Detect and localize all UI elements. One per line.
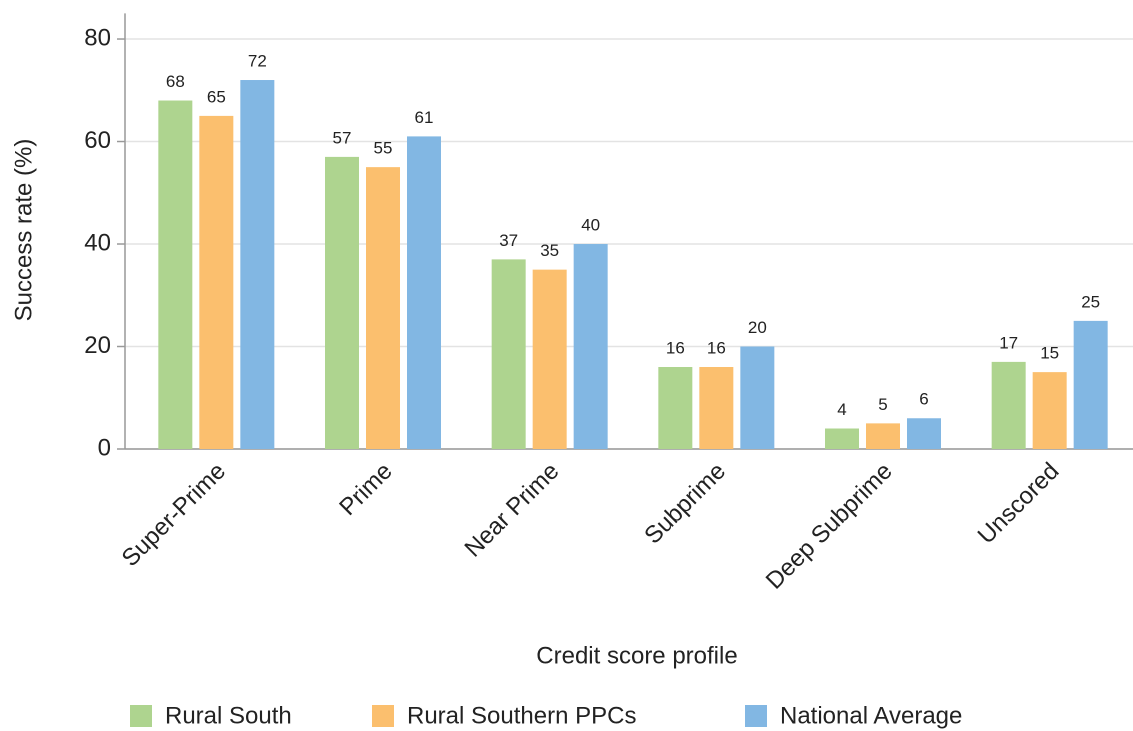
x-tick-label: Subprime xyxy=(639,458,731,550)
data-label: 55 xyxy=(374,139,393,158)
data-label: 61 xyxy=(415,108,434,127)
legend-label: Rural South xyxy=(165,702,292,729)
legend-label: National Average xyxy=(780,702,962,729)
data-label: 4 xyxy=(837,400,846,419)
y-tick-label: 40 xyxy=(84,229,111,256)
data-label: 65 xyxy=(207,87,226,106)
legend-swatch xyxy=(745,705,767,727)
bar xyxy=(366,167,400,449)
data-label: 16 xyxy=(707,338,726,357)
y-tick-label: 80 xyxy=(84,24,111,51)
data-label: 5 xyxy=(878,395,887,414)
y-tick-label: 60 xyxy=(84,127,111,154)
data-label: 17 xyxy=(999,333,1018,352)
x-tick-label: Near Prime xyxy=(459,458,564,563)
data-label: 6 xyxy=(919,390,928,409)
bar xyxy=(1032,372,1067,449)
bar xyxy=(699,367,734,449)
bar xyxy=(532,269,567,449)
x-axis-title: Credit score profile xyxy=(536,642,737,669)
data-label: 72 xyxy=(248,52,267,71)
bar xyxy=(158,100,193,450)
x-tick-label: Unscored xyxy=(973,458,1065,550)
bar xyxy=(907,418,941,449)
bar xyxy=(199,115,234,450)
bar xyxy=(240,80,275,449)
data-label: 57 xyxy=(333,128,352,147)
bar xyxy=(573,244,608,449)
bar xyxy=(658,367,693,449)
data-label: 16 xyxy=(666,338,685,357)
bar xyxy=(407,136,441,449)
data-label: 40 xyxy=(581,215,600,234)
x-tick-label: Deep Subprime xyxy=(761,458,898,595)
bar xyxy=(991,361,1026,449)
data-label: 25 xyxy=(1081,292,1100,311)
bar xyxy=(866,423,900,449)
legend-swatch xyxy=(130,705,152,727)
data-label: 37 xyxy=(499,231,518,250)
data-label: 15 xyxy=(1040,344,1059,363)
y-tick-label: 0 xyxy=(98,434,111,461)
y-tick-label: 20 xyxy=(84,332,111,359)
bar xyxy=(825,428,859,449)
x-tick-label: Super-Prime xyxy=(117,458,231,572)
legend-label: Rural Southern PPCs xyxy=(407,702,636,729)
bar xyxy=(325,156,359,449)
bar xyxy=(740,346,775,449)
data-label: 20 xyxy=(748,318,767,337)
bar xyxy=(1073,320,1108,449)
data-label: 35 xyxy=(540,241,559,260)
data-label: 68 xyxy=(166,72,185,91)
x-tick-label: Prime xyxy=(334,458,397,521)
bar xyxy=(491,259,526,449)
y-axis-title: Success rate (%) xyxy=(10,139,37,322)
legend-swatch xyxy=(372,705,394,727)
